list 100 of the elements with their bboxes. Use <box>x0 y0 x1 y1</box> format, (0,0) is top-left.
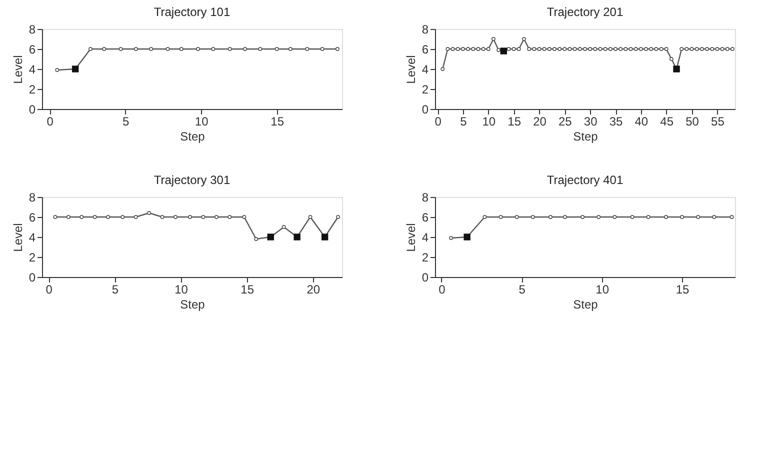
chart-title: Trajectory 301 <box>154 173 230 187</box>
point <box>684 47 689 51</box>
x-tick-label: 10 <box>174 282 188 296</box>
y-tick-label: 0 <box>422 102 429 116</box>
y-axis-title: Level <box>404 55 418 84</box>
point <box>628 47 633 51</box>
point <box>596 215 601 219</box>
point <box>680 47 684 51</box>
x-tick-label: 10 <box>482 114 496 128</box>
point <box>527 47 532 51</box>
point <box>160 215 164 219</box>
point <box>66 215 70 219</box>
point <box>664 47 668 51</box>
point <box>725 47 730 51</box>
x-axis-title: Step <box>573 130 598 144</box>
y-tick-label: 6 <box>422 210 429 224</box>
y-tick-label: 0 <box>28 270 36 284</box>
point <box>562 215 567 219</box>
point <box>568 47 572 51</box>
point <box>664 215 668 219</box>
point <box>598 47 602 51</box>
point <box>243 47 248 51</box>
point <box>282 225 286 229</box>
x-tick-label: 0 <box>434 114 442 128</box>
point <box>514 215 519 219</box>
point <box>149 47 154 51</box>
x-tick-label: 0 <box>46 114 54 128</box>
point <box>690 47 694 51</box>
point <box>449 236 454 240</box>
point <box>669 57 674 61</box>
point <box>552 47 556 51</box>
y-tick-label: 4 <box>28 230 36 244</box>
point <box>578 47 582 51</box>
x-tick-label: 10 <box>194 114 209 128</box>
point <box>498 215 503 219</box>
point <box>548 215 552 219</box>
point <box>562 47 567 51</box>
point <box>530 215 535 219</box>
y-tick-label: 4 <box>28 62 36 76</box>
point <box>638 47 643 51</box>
point <box>288 47 292 51</box>
point <box>446 47 450 51</box>
point <box>694 47 699 51</box>
point <box>730 215 734 219</box>
point <box>320 47 324 51</box>
y-axis-title: Level <box>10 223 25 252</box>
point <box>102 47 106 51</box>
point <box>196 47 200 51</box>
x-tick-label: 10 <box>596 282 610 296</box>
x-tick-label: 20 <box>306 282 320 296</box>
point <box>440 67 445 71</box>
y-tick-label: 8 <box>422 22 429 36</box>
point <box>608 47 612 51</box>
point <box>537 47 542 51</box>
chart-title: Trajectory 201 <box>546 5 624 19</box>
point <box>659 47 664 51</box>
point <box>603 47 608 51</box>
point <box>242 215 246 219</box>
y-tick-label: 4 <box>422 62 429 76</box>
x-tick-label: 15 <box>676 282 690 296</box>
x-tick-label: 0 <box>46 282 53 296</box>
point <box>730 47 734 51</box>
y-tick-label: 6 <box>28 42 36 56</box>
point <box>486 47 490 51</box>
point <box>274 47 279 51</box>
point <box>92 215 97 219</box>
point <box>646 215 650 219</box>
point <box>55 68 60 72</box>
y-tick-label: 8 <box>28 22 36 36</box>
point <box>476 47 480 51</box>
y-tick-label: 2 <box>28 82 36 96</box>
point <box>481 47 486 51</box>
x-tick-label: 5 <box>122 114 130 128</box>
point <box>680 215 684 219</box>
point <box>630 215 634 219</box>
x-axis-title: Step <box>180 298 206 312</box>
point <box>471 47 476 51</box>
point <box>80 215 84 219</box>
x-tick-label: 40 <box>634 114 648 128</box>
y-tick-label: 8 <box>422 190 429 204</box>
point <box>134 47 138 51</box>
x-tick-label: 20 <box>533 114 547 128</box>
point <box>179 47 184 51</box>
point <box>482 215 487 219</box>
point <box>174 215 178 219</box>
point <box>583 47 587 51</box>
x-tick-label: 45 <box>660 114 674 128</box>
point <box>516 47 521 51</box>
point <box>612 215 617 219</box>
x-tick-label: 0 <box>438 282 446 296</box>
x-tick-label: 15 <box>508 114 522 128</box>
point <box>572 47 577 51</box>
point <box>496 48 501 52</box>
x-tick-label: 25 <box>558 114 572 128</box>
point <box>456 47 460 51</box>
point <box>166 47 170 51</box>
point <box>106 215 110 219</box>
y-tick-label: 0 <box>28 102 36 116</box>
point <box>614 47 618 51</box>
point <box>624 47 628 51</box>
